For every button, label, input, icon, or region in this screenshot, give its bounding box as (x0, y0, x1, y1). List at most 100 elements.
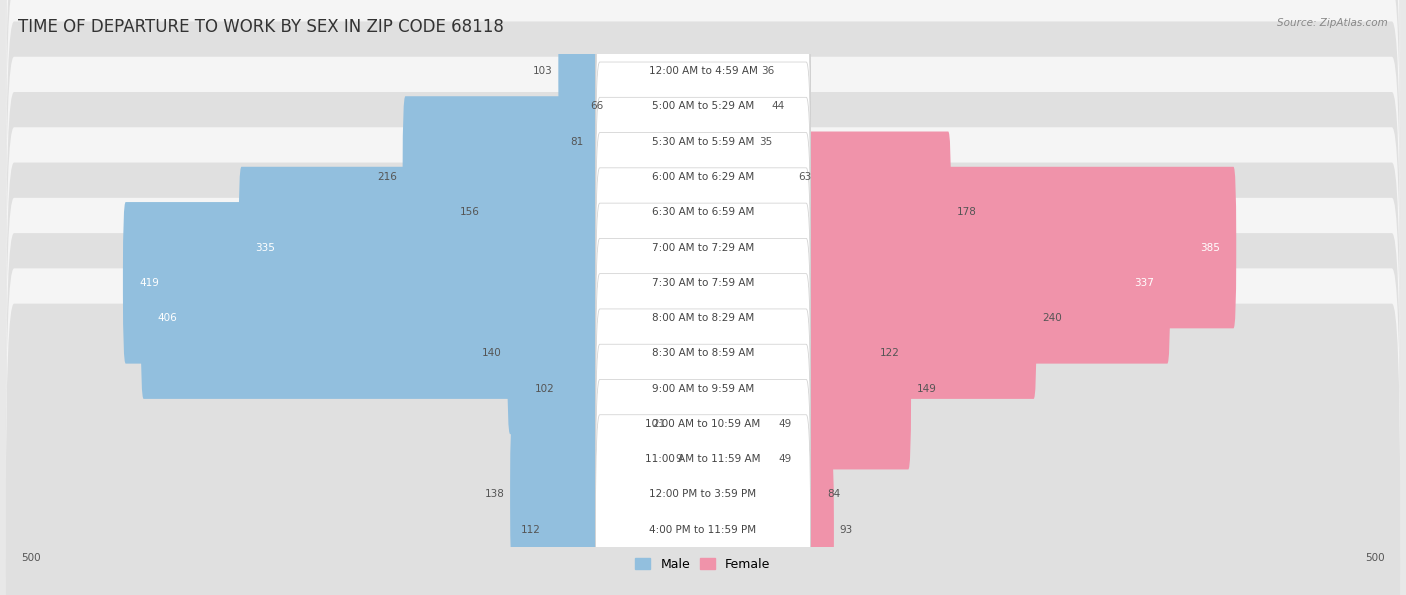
FancyBboxPatch shape (6, 0, 1400, 298)
Text: 5:00 AM to 5:29 AM: 5:00 AM to 5:29 AM (652, 102, 754, 111)
Text: 8:00 AM to 8:29 AM: 8:00 AM to 8:29 AM (652, 313, 754, 323)
FancyBboxPatch shape (558, 0, 706, 152)
Text: 103: 103 (533, 66, 553, 76)
FancyBboxPatch shape (402, 96, 706, 258)
Text: 35: 35 (759, 137, 773, 147)
FancyBboxPatch shape (700, 202, 1170, 364)
FancyBboxPatch shape (671, 343, 706, 505)
FancyBboxPatch shape (596, 98, 810, 327)
FancyBboxPatch shape (6, 233, 1400, 595)
Text: 112: 112 (520, 525, 540, 535)
Text: 406: 406 (157, 313, 177, 323)
Text: 21: 21 (652, 419, 666, 429)
Text: 81: 81 (569, 137, 583, 147)
FancyBboxPatch shape (596, 62, 810, 292)
Text: 240: 240 (1042, 313, 1062, 323)
Text: 500: 500 (21, 553, 41, 563)
FancyBboxPatch shape (700, 0, 755, 152)
Legend: Male, Female: Male, Female (630, 553, 776, 576)
FancyBboxPatch shape (596, 168, 810, 398)
FancyBboxPatch shape (609, 26, 706, 187)
Text: 140: 140 (482, 349, 502, 358)
Text: 84: 84 (827, 490, 841, 499)
Text: 36: 36 (761, 66, 775, 76)
FancyBboxPatch shape (239, 167, 706, 328)
Text: 8:30 AM to 8:59 AM: 8:30 AM to 8:59 AM (652, 349, 754, 358)
Text: 63: 63 (799, 172, 811, 182)
Text: 337: 337 (1133, 278, 1153, 288)
FancyBboxPatch shape (596, 415, 810, 595)
Text: TIME OF DEPARTURE TO WORK BY SEX IN ZIP CODE 68118: TIME OF DEPARTURE TO WORK BY SEX IN ZIP … (18, 18, 505, 36)
FancyBboxPatch shape (596, 133, 810, 362)
FancyBboxPatch shape (6, 92, 1400, 544)
FancyBboxPatch shape (700, 308, 911, 469)
FancyBboxPatch shape (508, 273, 706, 434)
FancyBboxPatch shape (596, 345, 810, 574)
Text: 335: 335 (254, 243, 276, 252)
FancyBboxPatch shape (700, 237, 1036, 399)
Text: 9:00 AM to 9:59 AM: 9:00 AM to 9:59 AM (652, 384, 754, 394)
FancyBboxPatch shape (6, 268, 1400, 595)
Text: 7:30 AM to 7:59 AM: 7:30 AM to 7:59 AM (652, 278, 754, 288)
FancyBboxPatch shape (700, 378, 773, 540)
Text: 93: 93 (839, 525, 852, 535)
Text: 6:30 AM to 6:59 AM: 6:30 AM to 6:59 AM (652, 207, 754, 217)
Text: Source: ZipAtlas.com: Source: ZipAtlas.com (1277, 18, 1388, 28)
FancyBboxPatch shape (6, 303, 1400, 595)
Text: 10:00 AM to 10:59 AM: 10:00 AM to 10:59 AM (645, 419, 761, 429)
FancyBboxPatch shape (688, 378, 706, 540)
Text: 44: 44 (772, 102, 785, 111)
Text: 11:00 AM to 11:59 AM: 11:00 AM to 11:59 AM (645, 454, 761, 464)
Text: 500: 500 (1365, 553, 1385, 563)
FancyBboxPatch shape (6, 198, 1400, 595)
FancyBboxPatch shape (596, 274, 810, 503)
FancyBboxPatch shape (6, 57, 1400, 509)
FancyBboxPatch shape (546, 449, 706, 595)
FancyBboxPatch shape (596, 309, 810, 539)
Text: 12:00 PM to 3:59 PM: 12:00 PM to 3:59 PM (650, 490, 756, 499)
Text: 12:00 AM to 4:59 AM: 12:00 AM to 4:59 AM (648, 66, 758, 76)
Text: 5:30 AM to 5:59 AM: 5:30 AM to 5:59 AM (652, 137, 754, 147)
Text: 385: 385 (1199, 243, 1219, 252)
Text: 6:00 AM to 6:29 AM: 6:00 AM to 6:29 AM (652, 172, 754, 182)
Text: 4:00 PM to 11:59 PM: 4:00 PM to 11:59 PM (650, 525, 756, 535)
FancyBboxPatch shape (596, 380, 810, 595)
FancyBboxPatch shape (122, 202, 706, 364)
FancyBboxPatch shape (596, 0, 810, 221)
FancyBboxPatch shape (6, 0, 1400, 403)
FancyBboxPatch shape (141, 237, 706, 399)
Text: 7:00 AM to 7:29 AM: 7:00 AM to 7:29 AM (652, 243, 754, 252)
Text: 216: 216 (377, 172, 396, 182)
FancyBboxPatch shape (6, 0, 1400, 333)
Text: 138: 138 (485, 490, 505, 499)
Text: 49: 49 (779, 454, 792, 464)
FancyBboxPatch shape (6, 162, 1400, 595)
FancyBboxPatch shape (700, 414, 821, 575)
FancyBboxPatch shape (596, 203, 810, 433)
FancyBboxPatch shape (596, 27, 810, 256)
FancyBboxPatch shape (589, 61, 706, 223)
FancyBboxPatch shape (596, 0, 810, 186)
Text: 419: 419 (139, 278, 159, 288)
Text: 66: 66 (591, 102, 603, 111)
FancyBboxPatch shape (560, 308, 706, 469)
FancyBboxPatch shape (700, 449, 834, 595)
FancyBboxPatch shape (700, 131, 950, 293)
Text: 122: 122 (879, 349, 900, 358)
FancyBboxPatch shape (6, 127, 1400, 580)
Text: 102: 102 (534, 384, 554, 394)
FancyBboxPatch shape (700, 167, 1236, 328)
FancyBboxPatch shape (700, 343, 773, 505)
Text: 49: 49 (779, 419, 792, 429)
FancyBboxPatch shape (596, 239, 810, 468)
FancyBboxPatch shape (700, 273, 875, 434)
FancyBboxPatch shape (700, 61, 754, 223)
FancyBboxPatch shape (700, 26, 766, 187)
Text: 178: 178 (956, 207, 976, 217)
FancyBboxPatch shape (485, 131, 706, 293)
Text: 149: 149 (917, 384, 936, 394)
FancyBboxPatch shape (700, 96, 793, 258)
FancyBboxPatch shape (6, 0, 1400, 368)
Text: 156: 156 (460, 207, 479, 217)
FancyBboxPatch shape (6, 0, 1400, 439)
